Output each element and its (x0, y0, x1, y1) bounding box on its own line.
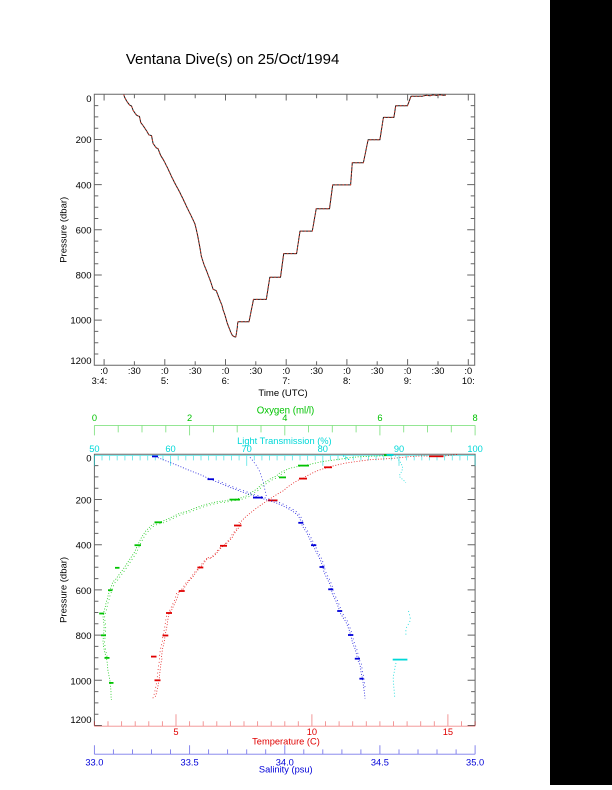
svg-text:34.0: 34.0 (276, 758, 294, 768)
svg-text:10:: 10: (462, 376, 475, 386)
svg-text:9:: 9: (404, 376, 412, 386)
svg-text:33.0: 33.0 (85, 758, 103, 768)
svg-text:400: 400 (76, 541, 92, 552)
svg-text:15: 15 (443, 727, 453, 737)
svg-text:0: 0 (92, 413, 97, 423)
svg-text:80: 80 (318, 444, 328, 454)
svg-text:1200: 1200 (70, 356, 91, 367)
svg-text:1000: 1000 (70, 316, 91, 327)
svg-text::0: :0 (404, 366, 412, 376)
svg-text:Light Transmission (%): Light Transmission (%) (237, 436, 332, 446)
svg-text::30: :30 (128, 366, 141, 376)
svg-text:4: 4 (282, 413, 287, 423)
svg-text:200: 200 (76, 135, 92, 146)
svg-text:5: 5 (173, 727, 178, 737)
svg-text:Salinity (psu): Salinity (psu) (259, 765, 313, 775)
svg-text:200: 200 (76, 495, 92, 506)
svg-text:2: 2 (187, 413, 192, 423)
svg-text:3:4:: 3:4: (92, 376, 108, 386)
svg-text:1000: 1000 (70, 676, 91, 687)
svg-text:Temperature (C): Temperature (C) (252, 736, 320, 746)
svg-text::30: :30 (249, 366, 262, 376)
svg-text:600: 600 (76, 586, 92, 597)
svg-text:Pressure (dbar): Pressure (dbar) (59, 197, 70, 263)
svg-text:800: 800 (76, 270, 92, 281)
svg-text:800: 800 (76, 631, 92, 642)
svg-text:50: 50 (89, 444, 99, 454)
svg-text:Ventana Dive(s) on 25/Oct/1994: Ventana Dive(s) on 25/Oct/1994 (126, 51, 339, 68)
svg-text:100: 100 (467, 444, 483, 454)
svg-text::30: :30 (310, 366, 323, 376)
svg-text:0: 0 (86, 454, 91, 465)
svg-text:1200: 1200 (70, 715, 91, 726)
svg-text:Time (UTC): Time (UTC) (258, 388, 307, 399)
svg-text::0: :0 (464, 366, 472, 376)
svg-text::0: :0 (100, 366, 108, 376)
svg-text:600: 600 (76, 225, 92, 236)
svg-text:7:: 7: (282, 376, 290, 386)
svg-text:0: 0 (86, 94, 91, 105)
svg-text:90: 90 (394, 444, 404, 454)
svg-text:70: 70 (242, 444, 252, 454)
svg-text:8: 8 (473, 413, 478, 423)
svg-text:6:: 6: (222, 376, 230, 386)
svg-text::30: :30 (371, 366, 384, 376)
svg-text::30: :30 (189, 366, 202, 376)
svg-text::0: :0 (161, 366, 169, 376)
svg-text:34.5: 34.5 (371, 758, 389, 768)
svg-text:6: 6 (377, 413, 382, 423)
svg-text::0: :0 (282, 366, 290, 376)
svg-text:Oxygen (ml/l): Oxygen (ml/l) (257, 406, 315, 417)
svg-text:Pressure (dbar): Pressure (dbar) (59, 557, 70, 623)
svg-text::30: :30 (432, 366, 445, 376)
svg-text:35.0: 35.0 (466, 758, 484, 768)
svg-text:8:: 8: (343, 376, 351, 386)
svg-text::0: :0 (343, 366, 351, 376)
svg-text:10: 10 (307, 727, 317, 737)
svg-text:5:: 5: (161, 376, 169, 386)
svg-text:400: 400 (76, 180, 92, 191)
svg-text:33.5: 33.5 (181, 758, 199, 768)
svg-text::0: :0 (222, 366, 230, 376)
svg-text:60: 60 (165, 444, 175, 454)
